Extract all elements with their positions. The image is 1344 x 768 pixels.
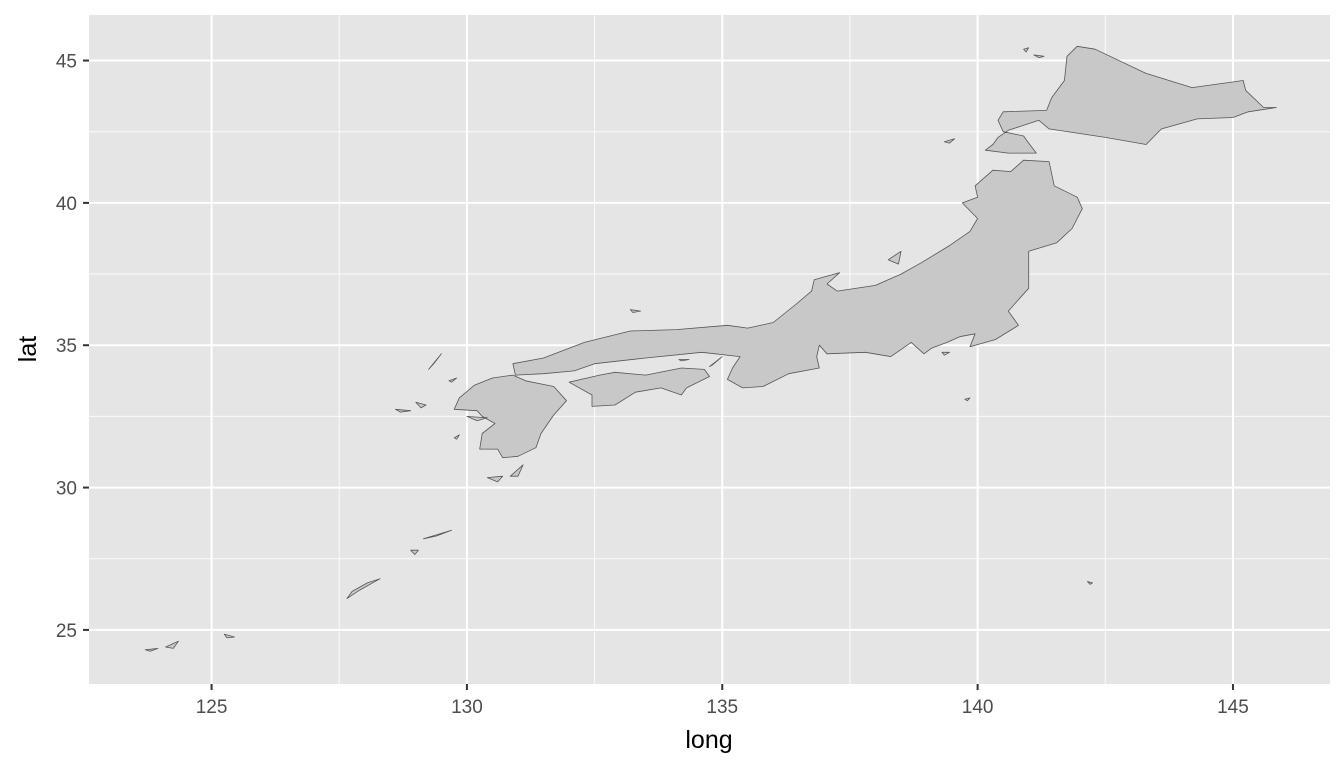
land-oki: [629, 309, 641, 313]
y-tick-label: 25: [56, 621, 77, 642]
x-tick-label: 140: [962, 697, 994, 718]
land-rebun: [1023, 47, 1030, 53]
x-tick-label: 130: [451, 697, 483, 718]
land-kyushu: [453, 374, 567, 459]
y-axis: 25 30 35 40 45: [56, 52, 89, 642]
land-regions: [144, 45, 1277, 652]
land-amakusa: [466, 415, 488, 422]
land-shodoshima: [678, 359, 690, 362]
land-sado: [887, 250, 902, 265]
y-tick-label: 30: [56, 479, 77, 500]
land-okinawa: [346, 578, 381, 599]
land-iki: [448, 377, 458, 383]
x-axis: 125 130 135 140 145: [196, 684, 1249, 718]
y-tick-label: 40: [56, 194, 77, 215]
y-tick-label: 45: [56, 52, 77, 73]
land-shikoku: [568, 367, 710, 407]
land-hokkaido: [984, 45, 1277, 154]
land-izu-oshima: [941, 351, 950, 356]
land-amami-oshima: [423, 529, 453, 540]
land-hachijojima: [964, 397, 971, 402]
y-axis-title: lat: [14, 336, 42, 362]
land-koshiki: [453, 434, 460, 440]
land-goto: [394, 408, 412, 413]
land-awaji: [709, 356, 723, 368]
land-tokunoshima: [410, 549, 419, 555]
land-ishigaki: [165, 640, 179, 649]
land-chichijima: [1087, 581, 1093, 585]
land-iriomote: [144, 648, 159, 652]
land-honshu: [512, 159, 1083, 389]
land-miyakojima: [223, 633, 235, 639]
x-tick-label: 125: [196, 697, 228, 718]
land-okushiri: [944, 138, 955, 144]
y-tick-label: 35: [56, 336, 77, 357]
x-axis-title: long: [685, 726, 732, 754]
land-tanegashima: [509, 464, 524, 477]
x-tick-label: 135: [706, 697, 738, 718]
land-tsushima: [428, 353, 442, 370]
land-yakushima: [486, 475, 504, 483]
land-goto-north: [415, 401, 427, 409]
land-rishiri: [1033, 54, 1045, 59]
x-tick-label: 145: [1217, 697, 1249, 718]
